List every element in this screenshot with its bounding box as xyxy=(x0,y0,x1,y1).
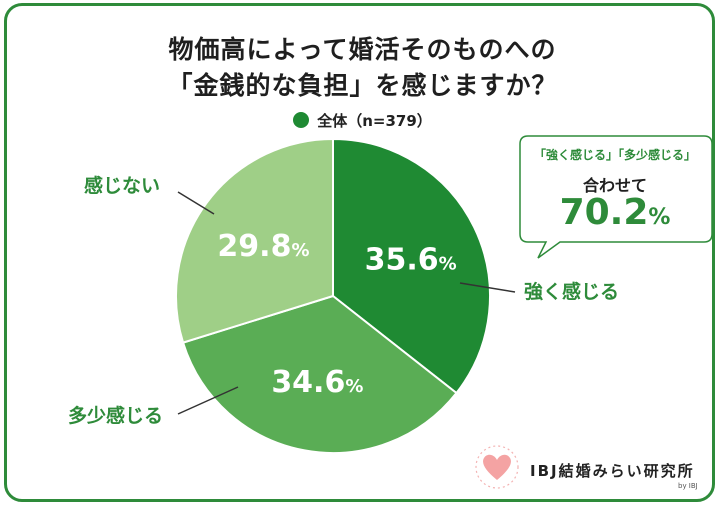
callout-value: 70.2% xyxy=(520,192,710,233)
legend-label: 全体（n=379） xyxy=(317,112,432,130)
leader-line xyxy=(459,282,516,293)
callout-unit: % xyxy=(648,205,671,230)
pie-slice xyxy=(181,294,458,454)
callout-line2: 合わせて xyxy=(582,176,647,195)
leader-line xyxy=(177,191,215,215)
slice-value-label: 34.6% xyxy=(271,365,363,400)
heart-icon xyxy=(475,445,519,489)
legend-dot xyxy=(293,112,310,128)
callout-line1: 「強く感じる」「多少感じる」 xyxy=(533,148,696,162)
legend: 全体（n=379） xyxy=(0,110,725,131)
slice-category-label: 感じない xyxy=(84,174,160,197)
callout-number: 70.2 xyxy=(559,192,649,233)
chart-title-line1: 物価高によって婚活そのものへの xyxy=(168,35,557,64)
leader-line xyxy=(177,386,239,415)
slice-value-label: 35.6% xyxy=(365,242,457,277)
slice-category-label: 強く感じる xyxy=(524,280,619,303)
callout-bubble xyxy=(519,135,713,259)
slice-value-label: 29.8% xyxy=(217,229,309,264)
logo-text: IBJ結婚みらい研究所 xyxy=(530,462,695,480)
logo-sub: by IBJ xyxy=(678,482,698,490)
pie-slice xyxy=(175,137,334,344)
chart-title-line2: 「金銭的な負担」を感じますか？ xyxy=(167,71,558,100)
pie-slice xyxy=(332,137,491,395)
slice-category-label: 多少感じる xyxy=(68,404,163,427)
